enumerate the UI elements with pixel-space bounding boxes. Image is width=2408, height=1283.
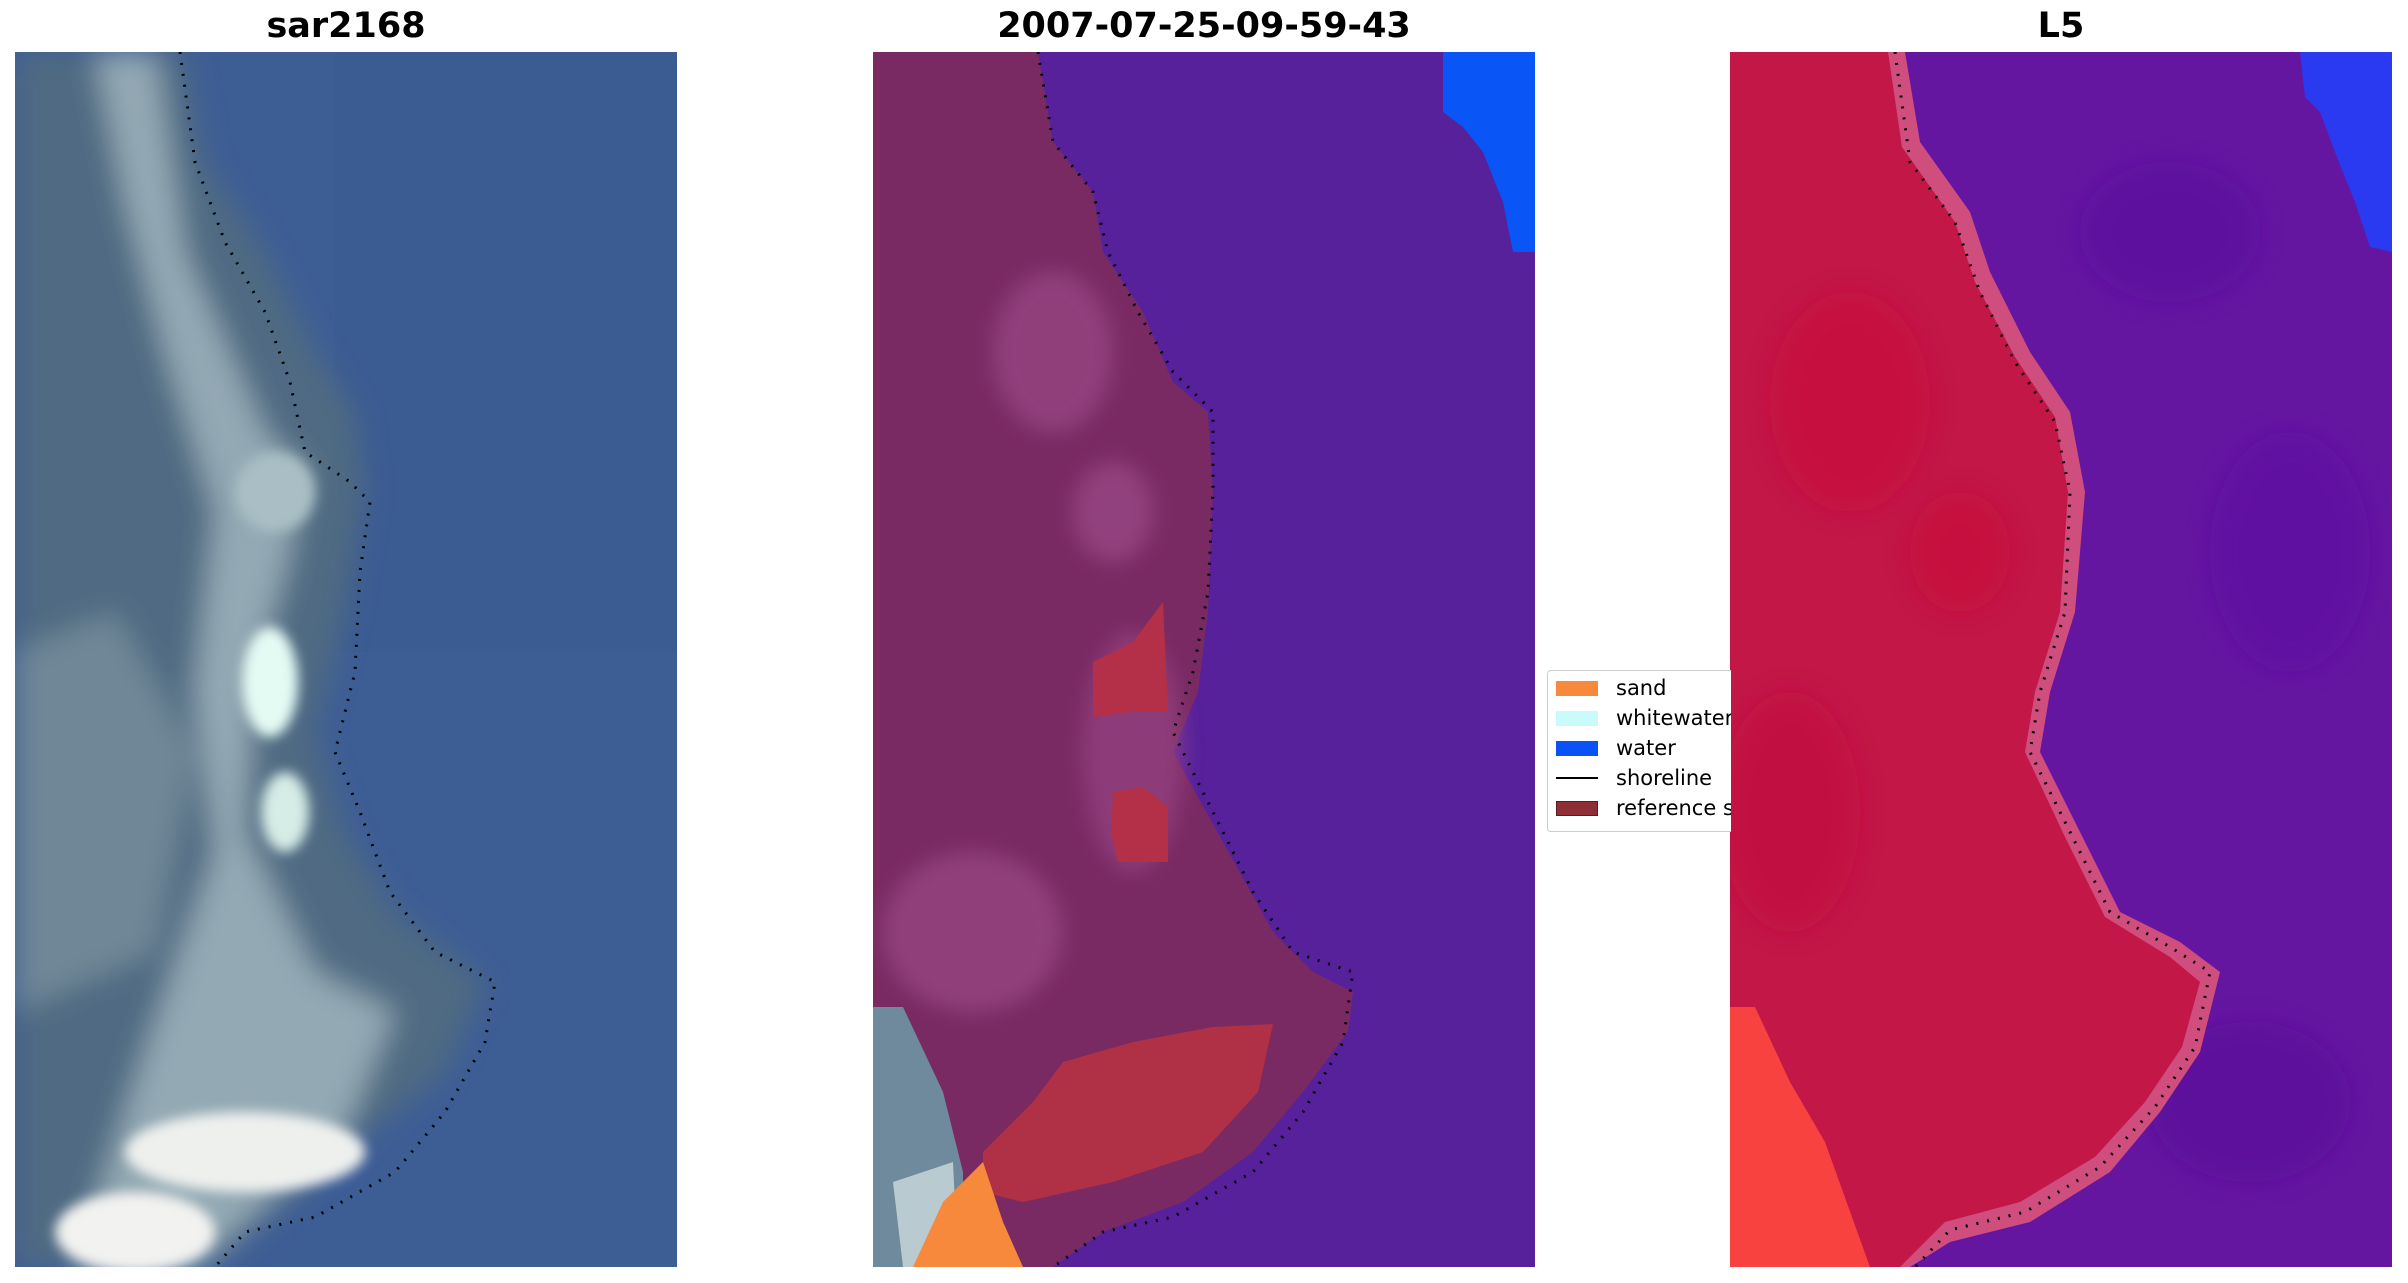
whitewater-swatch xyxy=(1556,710,1598,726)
reference-buffer-3 xyxy=(983,1024,1273,1202)
l5-panel xyxy=(1730,52,2392,1267)
reference-buffer-1 xyxy=(1093,602,1168,717)
sand-swatch xyxy=(1556,680,1598,696)
legend-label: whitewater xyxy=(1616,706,1731,730)
legend-label: shoreline xyxy=(1616,766,1713,790)
reference-buffer-swatch xyxy=(1556,800,1598,816)
legend-item-water: water xyxy=(1556,735,1676,761)
legend-item-sand: sand xyxy=(1556,675,1666,701)
shoreline-swatch xyxy=(1556,777,1598,779)
legend-item-whitewater: whitewater xyxy=(1556,705,1731,731)
shoreline xyxy=(178,52,497,1267)
legend-label: water xyxy=(1616,736,1676,760)
sand-area xyxy=(913,1162,1023,1267)
legend-label: sand xyxy=(1616,676,1667,700)
panel-title-1: sar2168 xyxy=(266,6,426,46)
rgb-image-panel xyxy=(15,52,677,1267)
legend-item-reference-buffer: reference shoreline buffer xyxy=(1556,795,1731,821)
panel-title-2: 2007-07-25-09-59-43 xyxy=(997,6,1411,46)
legend-label: reference shoreline buffer xyxy=(1616,796,1731,820)
legend-item-shoreline: shoreline xyxy=(1556,765,1712,791)
water-swatch xyxy=(1556,740,1598,756)
l5-high-area xyxy=(1730,1007,1870,1267)
l5-blue-area xyxy=(2300,52,2392,252)
reference-buffer-2 xyxy=(1111,787,1168,862)
legend: sand whitewater water shoreline referenc… xyxy=(1547,670,1731,832)
panel-title-3: L5 xyxy=(2037,6,2085,46)
water-class-area xyxy=(1443,52,1535,252)
classification-panel xyxy=(873,52,1535,1267)
